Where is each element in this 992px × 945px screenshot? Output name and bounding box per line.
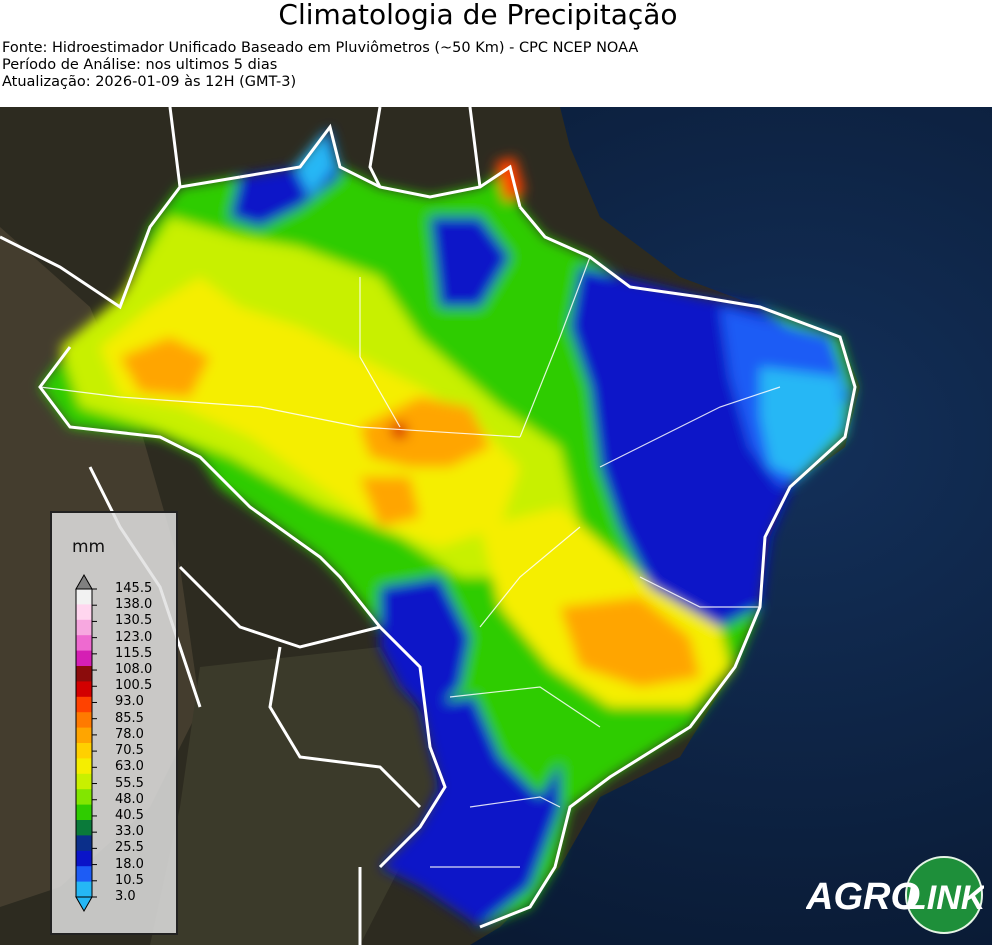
colorbar-segment — [76, 773, 92, 790]
logo-text-agro: AGRO — [806, 876, 920, 918]
legend-tick-label: 130.5 — [115, 613, 153, 629]
colorbar-segment — [76, 743, 92, 759]
colorbar-segment — [76, 696, 92, 713]
legend-tick-label: 93.0 — [115, 694, 144, 710]
colorbar — [75, 573, 97, 913]
colorbar-segment — [76, 850, 92, 867]
source-line: Fonte: Hidroestimador Unificado Baseado … — [2, 40, 639, 56]
zone-blue-southwest — [380, 577, 470, 717]
zone-cyan-northeast — [760, 367, 845, 477]
colorbar-segment — [76, 712, 92, 729]
colorbar-segment — [76, 589, 92, 605]
zone-orange-center2 — [360, 477, 420, 527]
colorbar-segment — [76, 681, 92, 698]
legend-tick-label: 18.0 — [115, 856, 144, 872]
map-title: Climatologia de Precipitação — [278, 0, 678, 31]
legend-tick-label: 48.0 — [115, 791, 144, 807]
updated-line: Atualização: 2026-01-09 às 12H (GMT-3) — [2, 74, 297, 90]
zone-blue-amapa — [430, 217, 510, 307]
colorbar-arrow-top — [75, 573, 93, 590]
zone-cyan-north — [295, 132, 335, 197]
legend-tick-label: 40.5 — [115, 807, 144, 823]
zone-yellow-west — [100, 277, 520, 547]
legend-tick-label: 3.0 — [115, 889, 136, 904]
colorbar-segment — [76, 758, 92, 775]
zone-green-south — [470, 667, 570, 797]
colorbar-segment — [76, 866, 92, 883]
legend-tick-label: 25.5 — [115, 840, 144, 856]
legend-tick-label: 70.5 — [115, 743, 144, 759]
legend-tick-label: 55.5 — [115, 775, 144, 791]
agrolink-logo: AGRO LINK — [806, 856, 984, 934]
legend-tick-label: 85.5 — [115, 710, 144, 726]
legend-tick-label: 145.5 — [115, 581, 153, 596]
logo-text-link: LINK — [906, 879, 984, 917]
colorbar-segment — [76, 881, 92, 898]
colorbar-segment — [76, 619, 92, 636]
country-borders — [0, 107, 522, 945]
colorbar-segment — [76, 666, 92, 682]
brazil-precipitation — [40, 127, 855, 927]
legend-panel — [50, 511, 178, 935]
colorbar-segment — [76, 727, 92, 744]
colorbar-segment — [76, 820, 92, 836]
coastline — [479, 206, 857, 929]
zone-orange-southeast — [560, 597, 700, 687]
state-borders — [39, 256, 781, 868]
legend-tick-label: 108.0 — [115, 662, 153, 678]
legend-tick-label: 33.0 — [115, 824, 144, 840]
period-line: Período de Análise: nos ultimos 5 dias — [2, 57, 278, 73]
zone-red-amapa — [495, 157, 525, 202]
colorbar-segment — [76, 804, 92, 821]
legend-tick-label: 138.0 — [115, 597, 153, 613]
legend-tick-label: 63.0 — [115, 759, 144, 775]
southern-land — [150, 647, 440, 945]
colorbar-segment — [76, 789, 92, 806]
legend-tick-label: 78.0 — [115, 726, 144, 742]
legend-tick-label: 100.5 — [115, 678, 153, 694]
legend-tick-label: 10.5 — [115, 872, 144, 888]
logo-globe — [905, 856, 983, 934]
colorbar-segment — [76, 604, 92, 621]
zone-red-spot — [390, 422, 408, 439]
colorbar-segment — [76, 650, 92, 667]
colorbar-arrow-bottom — [75, 896, 93, 913]
colorbar-segment — [76, 835, 92, 852]
colorbar-segment — [76, 635, 92, 652]
legend-tick-label: 115.5 — [115, 645, 153, 661]
zone-orange-west — [120, 337, 210, 397]
legend-tick-label: 123.0 — [115, 629, 153, 645]
legend-unit: mm — [72, 537, 106, 557]
colorbar-frame — [75, 588, 93, 898]
precipitation-map — [0, 107, 992, 945]
